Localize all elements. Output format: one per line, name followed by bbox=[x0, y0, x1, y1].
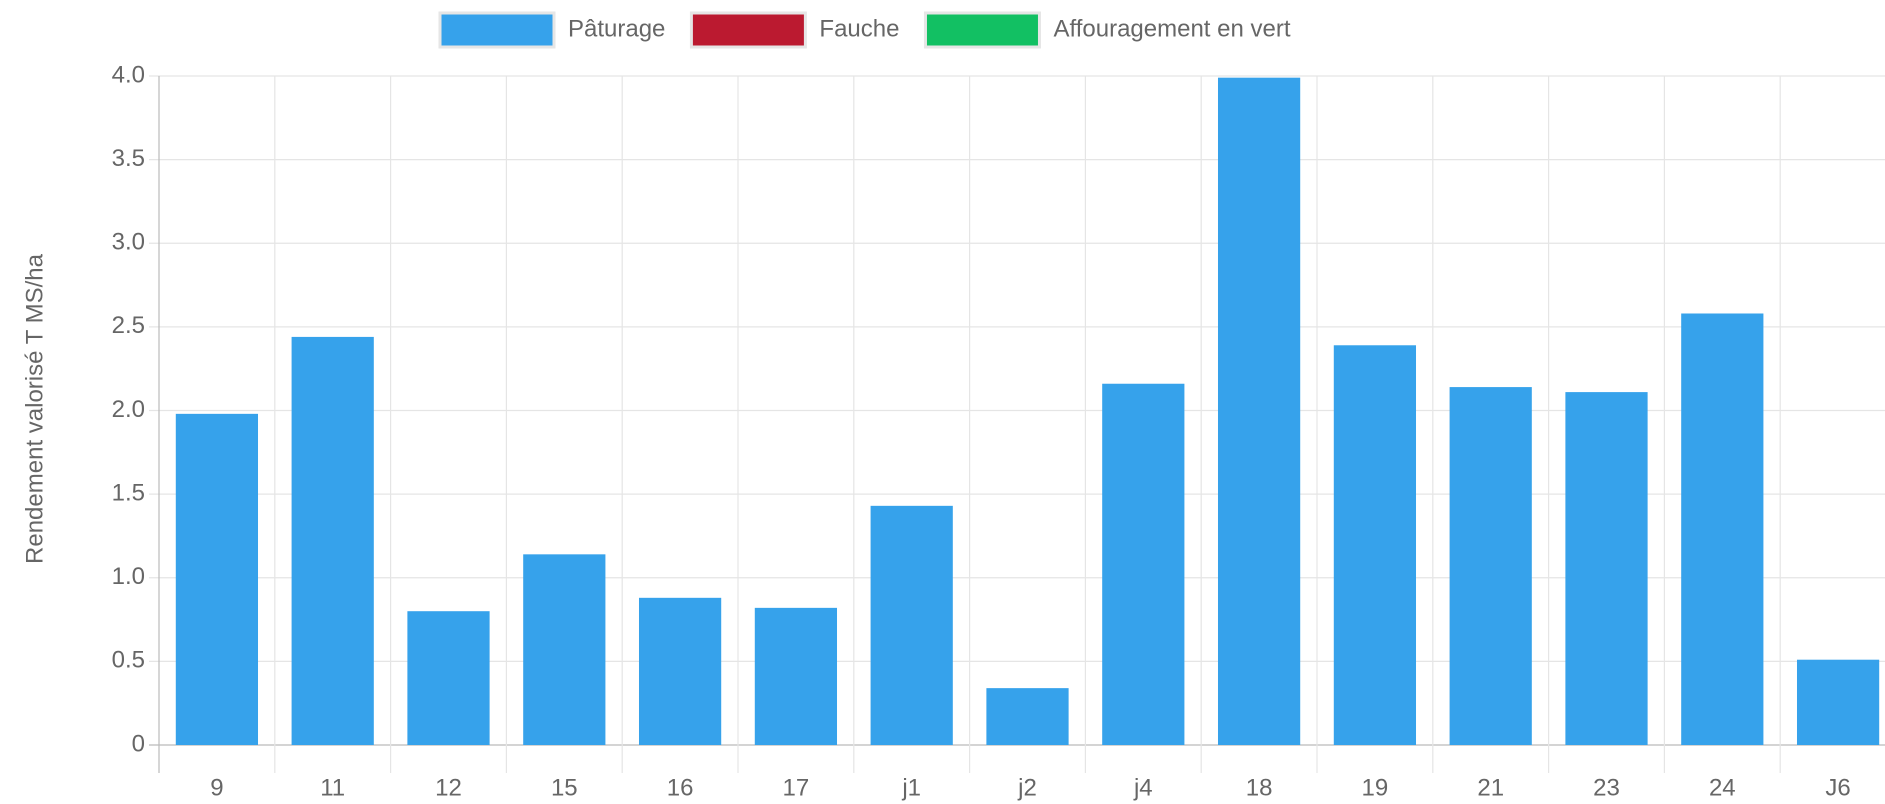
bar bbox=[1681, 313, 1764, 745]
x-tick-label: j1 bbox=[901, 774, 921, 801]
y-axis-title: Rendement valorisé T MS/ha bbox=[21, 253, 48, 564]
x-tick-label: J6 bbox=[1825, 774, 1850, 801]
y-tick-label: 0 bbox=[132, 730, 145, 757]
x-tick-label: 19 bbox=[1362, 774, 1389, 801]
x-tick-label: 23 bbox=[1593, 774, 1620, 801]
bar bbox=[1333, 345, 1417, 745]
y-tick-label: 1.0 bbox=[112, 563, 145, 590]
legend-label: Fauche bbox=[819, 15, 899, 42]
y-tick-label: 3.0 bbox=[112, 229, 145, 256]
bar bbox=[870, 505, 953, 745]
y-tick-label: 3.5 bbox=[112, 145, 145, 172]
bar bbox=[175, 413, 259, 745]
x-tick-label: 12 bbox=[435, 774, 462, 801]
bar bbox=[1565, 392, 1648, 745]
bar bbox=[638, 597, 722, 745]
x-tick-label: 9 bbox=[210, 774, 223, 801]
legend-swatch bbox=[923, 11, 1041, 49]
x-tick-label: 11 bbox=[320, 774, 345, 801]
y-tick-label: 4.0 bbox=[112, 61, 145, 88]
x-tick-label: 15 bbox=[551, 774, 578, 801]
bar bbox=[1217, 77, 1301, 746]
x-tick-label: 18 bbox=[1246, 774, 1273, 801]
y-tick-label: 2.0 bbox=[112, 396, 145, 423]
bar bbox=[986, 688, 1069, 745]
y-tick-label: 1.5 bbox=[112, 479, 145, 506]
bar bbox=[1796, 659, 1880, 745]
bar bbox=[1102, 383, 1185, 745]
bar bbox=[523, 554, 606, 745]
y-tick-label: 2.5 bbox=[112, 312, 145, 339]
bar bbox=[1449, 387, 1532, 745]
bar bbox=[291, 336, 374, 745]
x-tick-label: j4 bbox=[1133, 774, 1153, 801]
legend-label: Pâturage bbox=[568, 15, 665, 42]
x-tick-label: 17 bbox=[783, 774, 810, 801]
x-tick-label: 16 bbox=[667, 774, 694, 801]
x-tick-label: 24 bbox=[1709, 774, 1736, 801]
legend-swatch bbox=[689, 11, 807, 49]
x-tick-label: j2 bbox=[1017, 774, 1037, 801]
legend-label: Affouragement en vert bbox=[1053, 15, 1290, 42]
y-tick-label: 0.5 bbox=[112, 647, 145, 674]
bar bbox=[754, 607, 838, 745]
bar bbox=[407, 611, 490, 745]
x-tick-label: 21 bbox=[1477, 774, 1504, 801]
legend-swatch bbox=[438, 11, 556, 49]
